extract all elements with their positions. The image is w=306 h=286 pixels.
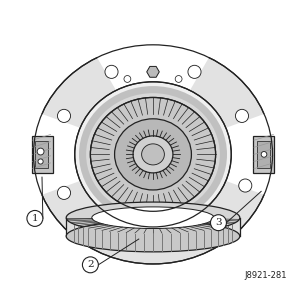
Circle shape	[58, 186, 71, 199]
Circle shape	[235, 109, 248, 122]
Circle shape	[188, 65, 201, 78]
Circle shape	[38, 159, 43, 164]
Circle shape	[211, 215, 226, 231]
FancyBboxPatch shape	[32, 136, 53, 173]
Wedge shape	[31, 113, 153, 196]
FancyBboxPatch shape	[35, 141, 48, 168]
Circle shape	[27, 210, 43, 227]
Wedge shape	[153, 113, 275, 196]
Ellipse shape	[86, 93, 220, 216]
Circle shape	[175, 76, 182, 82]
Circle shape	[82, 257, 98, 273]
Ellipse shape	[133, 136, 173, 173]
Wedge shape	[92, 32, 214, 154]
Ellipse shape	[142, 144, 164, 165]
Ellipse shape	[114, 119, 192, 190]
Circle shape	[124, 76, 131, 82]
Text: 2: 2	[87, 260, 94, 269]
Polygon shape	[66, 218, 240, 236]
Text: J8921-281: J8921-281	[244, 271, 287, 280]
Ellipse shape	[75, 82, 231, 227]
Circle shape	[58, 109, 71, 122]
Ellipse shape	[33, 45, 273, 264]
Polygon shape	[147, 66, 159, 77]
Text: 1: 1	[32, 214, 38, 223]
FancyBboxPatch shape	[257, 141, 270, 168]
Circle shape	[239, 179, 252, 192]
Text: 3: 3	[215, 218, 222, 227]
Circle shape	[148, 213, 158, 223]
Ellipse shape	[90, 98, 216, 211]
Circle shape	[105, 231, 118, 243]
Ellipse shape	[66, 202, 240, 233]
Ellipse shape	[79, 86, 227, 223]
Circle shape	[105, 65, 118, 78]
Ellipse shape	[92, 207, 214, 229]
Ellipse shape	[66, 221, 240, 252]
Circle shape	[196, 227, 209, 240]
Ellipse shape	[83, 90, 223, 219]
Circle shape	[37, 148, 44, 155]
Circle shape	[261, 152, 267, 157]
FancyBboxPatch shape	[253, 136, 274, 173]
